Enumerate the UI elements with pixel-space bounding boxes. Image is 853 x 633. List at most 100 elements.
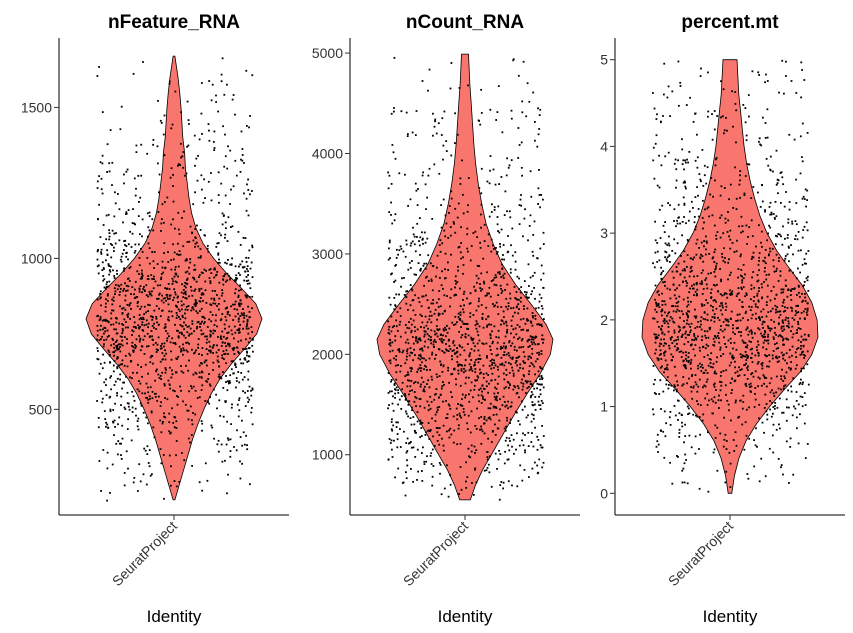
data-point: [199, 229, 202, 231]
data-point: [415, 397, 418, 400]
data-point: [508, 449, 511, 452]
data-point: [744, 383, 747, 386]
data-point: [501, 362, 504, 365]
data-point: [214, 319, 217, 322]
data-point: [434, 341, 437, 343]
data-point: [152, 343, 155, 346]
data-point: [784, 237, 786, 240]
data-point: [687, 310, 689, 313]
data-point: [243, 443, 246, 446]
data-point: [398, 293, 400, 296]
data-point: [392, 409, 395, 412]
data-point: [726, 129, 728, 132]
data-point: [541, 402, 544, 404]
data-point: [766, 239, 768, 242]
data-point: [796, 416, 798, 419]
data-point: [538, 324, 541, 326]
data-point: [397, 364, 399, 366]
data-point: [462, 293, 465, 295]
data-point: [245, 256, 247, 259]
data-point: [209, 345, 211, 348]
data-point: [106, 335, 109, 338]
data-point: [666, 96, 669, 99]
data-point: [690, 359, 693, 361]
data-point: [523, 375, 526, 378]
data-point: [406, 350, 408, 352]
data-point: [405, 397, 407, 400]
data-point: [126, 251, 128, 254]
data-point: [469, 312, 472, 315]
data-point: [103, 381, 106, 384]
data-point: [668, 319, 671, 322]
data-point: [191, 231, 193, 234]
data-point: [714, 370, 716, 373]
data-point: [479, 246, 482, 249]
data-point: [166, 287, 169, 290]
data-point: [177, 265, 180, 268]
data-point: [433, 330, 436, 333]
data-point: [690, 300, 692, 303]
data-point: [682, 376, 685, 378]
data-point: [509, 440, 511, 442]
data-point: [764, 354, 766, 356]
data-point: [214, 302, 217, 305]
data-point: [659, 354, 661, 356]
data-point: [151, 325, 154, 327]
data-point: [394, 305, 397, 308]
data-point: [163, 252, 165, 254]
data-point: [537, 203, 539, 205]
data-point: [160, 345, 162, 347]
data-point: [661, 204, 664, 207]
data-point: [718, 305, 721, 307]
data-point: [706, 319, 709, 322]
data-point: [426, 400, 429, 403]
data-point: [237, 294, 240, 297]
data-point: [435, 275, 437, 278]
data-point: [493, 276, 496, 279]
data-point: [247, 214, 250, 217]
data-point: [652, 262, 654, 265]
data-point: [780, 375, 783, 378]
data-point: [752, 271, 755, 273]
data-point: [703, 245, 705, 248]
data-point: [120, 255, 123, 258]
data-point: [782, 411, 785, 414]
data-point: [440, 333, 442, 336]
data-point: [156, 400, 159, 402]
data-point: [526, 329, 529, 332]
data-point: [177, 211, 180, 214]
data-point: [431, 417, 433, 420]
data-point: [779, 334, 781, 336]
data-point: [490, 441, 493, 443]
data-point: [227, 437, 229, 440]
data-point: [692, 386, 695, 389]
data-point: [774, 218, 776, 220]
data-point: [143, 324, 146, 327]
data-point: [395, 386, 398, 389]
data-point: [740, 253, 742, 256]
data-point: [218, 365, 221, 368]
data-point: [150, 315, 152, 318]
data-point: [234, 265, 237, 268]
data-point: [221, 357, 224, 359]
data-point: [472, 337, 475, 340]
data-point: [711, 257, 714, 260]
data-point: [195, 349, 197, 352]
data-point: [781, 319, 784, 322]
data-point: [489, 455, 491, 458]
data-point: [190, 434, 193, 436]
data-point: [443, 487, 446, 490]
data-point: [492, 366, 495, 369]
data-point: [136, 302, 139, 304]
data-point: [178, 233, 181, 235]
data-point: [461, 334, 464, 336]
data-point: [787, 289, 789, 291]
data-point: [426, 237, 429, 240]
data-point: [421, 452, 423, 454]
data-point: [222, 371, 224, 373]
data-point: [448, 381, 450, 384]
data-point: [412, 319, 415, 322]
data-point: [727, 261, 730, 264]
data-point: [214, 268, 216, 271]
data-point: [124, 239, 127, 242]
